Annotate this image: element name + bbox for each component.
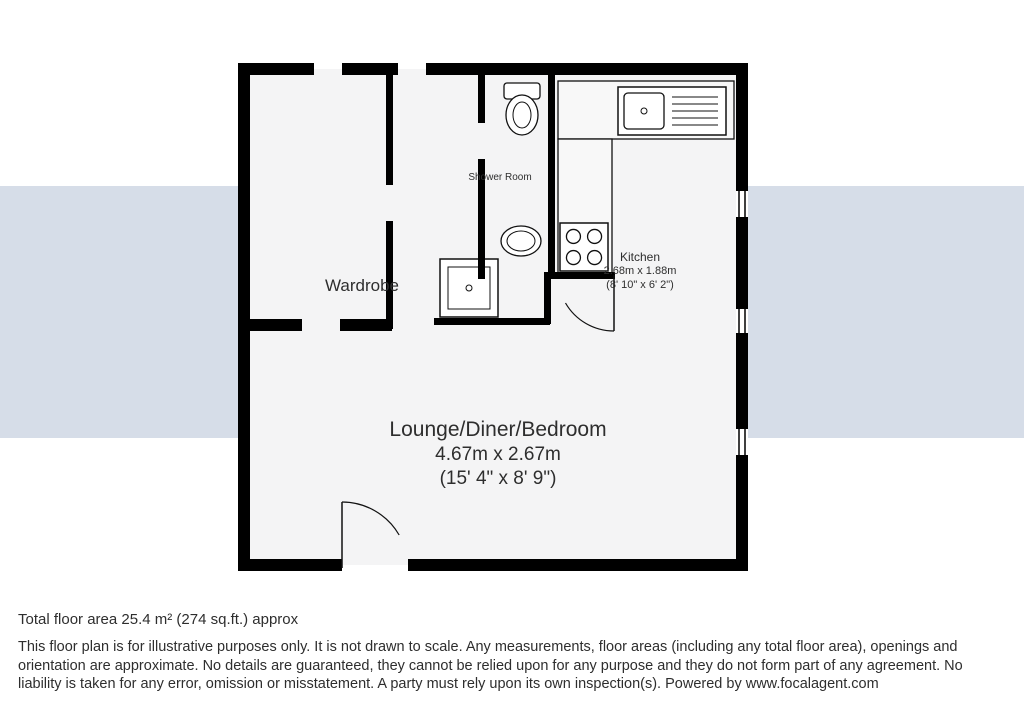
floor-plan [238,63,748,571]
disclaimer-text: This floor plan is for illustrative purp… [18,638,1006,694]
total-area-text: Total floor area 25.4 m² (274 sq.ft.) ap… [18,610,1006,629]
